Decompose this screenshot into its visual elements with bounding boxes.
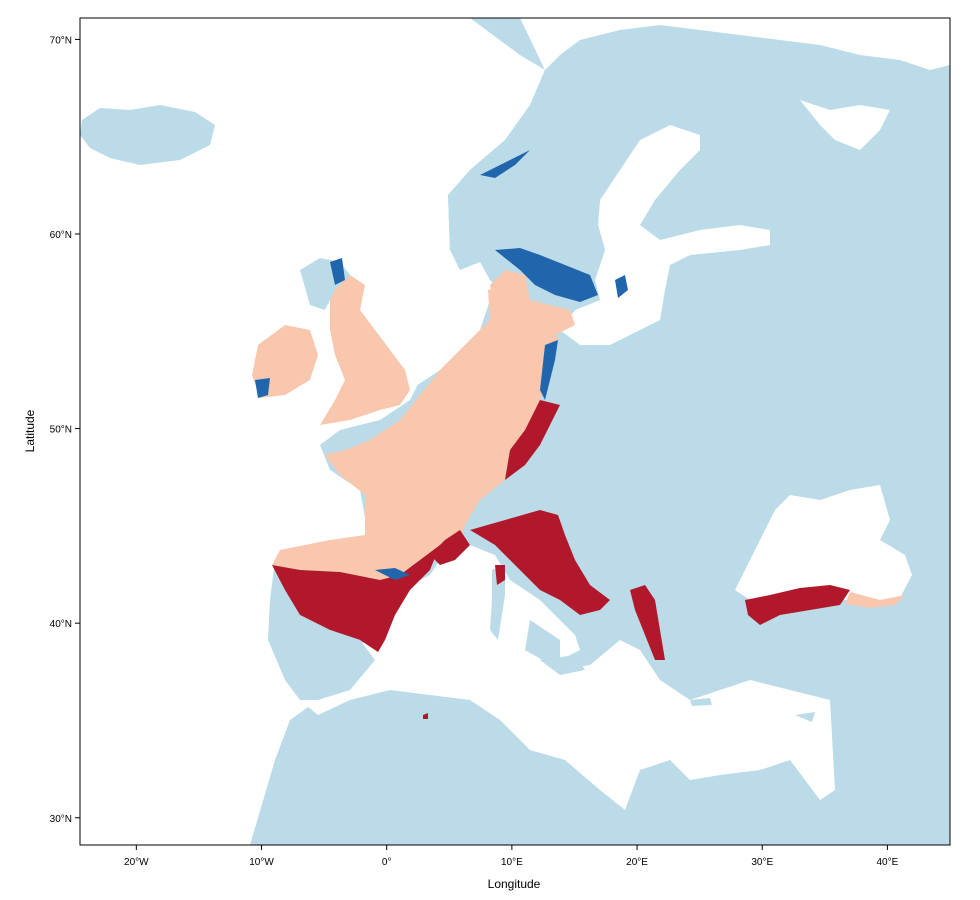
white-sea	[800, 100, 890, 150]
great-britain	[320, 275, 410, 425]
iberia-red	[272, 545, 440, 652]
central-europe-blue	[540, 340, 558, 400]
arctic-ocean	[520, 18, 950, 70]
corsica-sardinia	[490, 565, 505, 640]
spain-blue	[375, 568, 410, 580]
atlantic-ocean	[80, 18, 545, 845]
gotland-blue	[615, 275, 628, 298]
y-axis-title: Latitude	[23, 409, 37, 452]
x-tick-label: 10°W	[249, 857, 274, 868]
anatolia-red	[745, 585, 850, 625]
south-france-red	[430, 530, 470, 565]
x-axis: 20°W 10°W 0° 10°E 20°E 30°E 40°E	[124, 845, 899, 868]
y-tick-label: 40°N	[50, 619, 72, 630]
ireland-blue	[255, 378, 270, 398]
x-axis-title: Longitude	[488, 877, 541, 891]
iberia-south	[268, 600, 375, 700]
north-sea	[380, 240, 495, 390]
x-tick-label: 10°E	[501, 857, 523, 868]
sweden-blue	[495, 248, 598, 302]
balkans-red	[630, 585, 665, 660]
x-tick-label: 20°W	[124, 857, 149, 868]
baltic-sea	[560, 125, 770, 345]
cyprus	[795, 712, 815, 722]
panel-border	[79, 17, 951, 846]
italy-red	[470, 510, 610, 615]
y-tick-label: 60°N	[50, 230, 72, 241]
x-tick-label: 30°E	[751, 857, 773, 868]
y-tick-label: 50°N	[50, 425, 72, 436]
x-tick-label: 0°	[382, 857, 392, 868]
central-europe-red	[505, 400, 560, 480]
north-africa-red	[423, 713, 428, 719]
y-axis: 70°N 60°N 50°N 40°N 30°N	[50, 35, 80, 825]
iceland	[80, 105, 215, 165]
sardinia-red	[495, 565, 505, 585]
scotland-blue	[330, 258, 345, 285]
norway-blue	[480, 150, 530, 178]
x-tick-label: 20°E	[626, 857, 648, 868]
x-tick-label: 40°E	[877, 857, 899, 868]
y-tick-label: 70°N	[50, 35, 72, 46]
crete	[690, 698, 712, 706]
y-tick-label: 30°N	[50, 814, 72, 825]
anatolia-pink	[845, 592, 905, 608]
denmark	[490, 270, 575, 335]
black-sea	[735, 485, 912, 605]
western-europe	[272, 285, 558, 580]
map-panel	[80, 18, 950, 845]
sicily	[540, 655, 585, 675]
mediterranean-sea	[300, 545, 835, 810]
